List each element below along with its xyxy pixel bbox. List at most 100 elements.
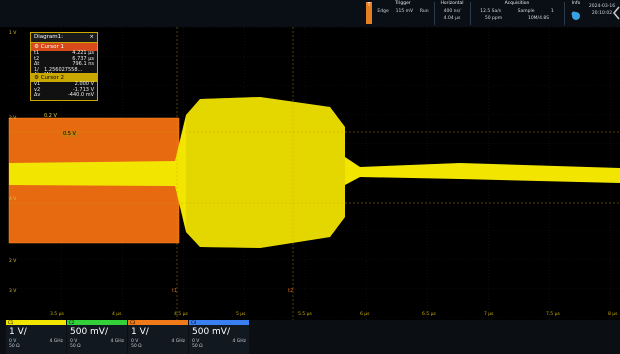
channel-offset: 0 V (70, 339, 78, 344)
channel-impedance: 50 Ω (70, 344, 81, 349)
channel-marker-c3: 4 V (9, 197, 17, 202)
waveform-display[interactable] (0, 27, 620, 320)
close-icon[interactable]: × (89, 34, 94, 40)
channel-impedance: 50 Ω (131, 344, 142, 349)
x-tick-label: 3.5 µs (50, 312, 64, 317)
x-tick-label: 8 µs (608, 312, 618, 317)
readout-value: 2.000 V (74, 81, 94, 87)
channel-offset: 0 V (9, 339, 17, 344)
divider (564, 2, 565, 25)
gear-icon: ⚙ (34, 44, 39, 50)
readout-label: t2 (34, 55, 40, 62)
cursor2-window[interactable]: ⚙ Cursor 2 v1 2.000 V v2 -1.713 V Δv -440.0 m… (30, 73, 98, 101)
readout-value: 6.737 µs (72, 55, 94, 62)
trigger-icon[interactable]: T (366, 2, 372, 24)
time-text: 20:10:02 (591, 11, 613, 16)
x-tick-label: 6.5 µs (422, 312, 436, 317)
info-panel[interactable]: Info (566, 0, 586, 27)
info-title: Info (571, 1, 581, 6)
channel-bandwidth: 4 GHz (171, 339, 185, 344)
horizontal-title: Horizontal (440, 1, 464, 6)
acquisition-mode: Sample (517, 9, 535, 14)
chevron-left-icon[interactable] (612, 6, 620, 20)
channel-bandwidth: 4 GHz (49, 339, 63, 344)
trigger-title: Trigger (395, 1, 411, 6)
readout-row: t1 4.221 µs (31, 50, 97, 57)
acquisition-state: 10M/4.8S (527, 16, 550, 21)
readout-label: Δv (34, 92, 41, 98)
datetime-panel: 2024-03-16 20:10:02 (588, 0, 616, 27)
sample-rate: 12.5 Sa/s (480, 9, 502, 14)
channel-scale: 500 mV/ (70, 327, 108, 337)
readout-value: 796.1 ns (72, 61, 94, 67)
record-length: 50 ppm (484, 16, 503, 21)
trigger-panel[interactable]: Trigger Edge 115 mV Run (374, 0, 432, 27)
channel-header: C2 (67, 320, 127, 325)
x-tick-label: 5 µs (236, 312, 246, 317)
channel-coupling: 50 Ω (189, 344, 249, 349)
readout-label: Δt (34, 61, 40, 67)
readout-row: v1 2.000 V (31, 81, 97, 88)
channel-meta: 0 V 4 GHz (6, 339, 66, 344)
channel-header: C3 (128, 320, 188, 325)
acquisition-panel[interactable]: Acquisition 12.5 Sa/s Sample 1 50 ppm 10… (472, 0, 562, 27)
trigger-type: Edge (377, 9, 389, 14)
channel-impedance: 50 Ω (9, 344, 20, 349)
horizontal-scale: 400 ns/ (443, 9, 461, 14)
readout-row: Δv -440.0 mV (31, 92, 97, 99)
cursor2-header[interactable]: ⚙ Cursor 2 (31, 74, 97, 82)
x-tick-label: 7.5 µs (546, 312, 560, 317)
x-tick-label: 5.5 µs (298, 312, 312, 317)
channel-marker-c5: 3 V (9, 289, 17, 294)
channel-tile-c2[interactable]: C2 500 mV/0 V 4 GHz 50 Ω (67, 320, 127, 354)
channel-meta: 0 V 4 GHz (67, 339, 127, 344)
channel-bandwidth: 4 GHz (232, 339, 246, 344)
channel-offset: 0 V (131, 339, 139, 344)
cursor2-title: Cursor 2 (40, 75, 65, 81)
cursor1-window[interactable]: ⚙ Cursor 1 t1 4.221 µs t2 6.737 µs Δt 796.1 n… (30, 42, 98, 78)
horizontal-panel[interactable]: Horizontal 400 ns/ 4.04 µs (436, 0, 468, 27)
channel-tile-c3[interactable]: C3 1 V/0 V 4 GHz 50 Ω (128, 320, 188, 354)
cursor-t2-label: t2 (288, 288, 294, 294)
x-tick-label: 4 µs (112, 312, 122, 317)
channel-marker-c1: 1 V (9, 31, 17, 36)
acquisition-title: Acquisition (504, 1, 530, 6)
horizontal-position: 4.04 µs (443, 16, 461, 21)
channel-coupling: 50 Ω (67, 344, 127, 349)
date-text: 2024-03-16 (588, 4, 616, 9)
cloud-icon (571, 11, 580, 20)
cursor-value-label: 0.5 V (62, 131, 77, 137)
readout-value: -1.713 V (72, 86, 94, 93)
channel-scale: 500 mV/ (192, 327, 230, 337)
channel-coupling: 50 Ω (6, 344, 66, 349)
divider (470, 2, 471, 25)
readout-value: 4.221 µs (72, 50, 94, 56)
readout-label: v1 (34, 81, 41, 87)
channel-meta: 0 V 4 GHz (128, 339, 188, 344)
cursor-t1-label: t1 (172, 288, 178, 294)
channel-tile-c4[interactable]: C4 500 mV/0 V 4 GHz 50 Ω (189, 320, 249, 354)
readout-value: -440.0 mV (68, 92, 94, 98)
x-tick-label: 4.5 µs (174, 312, 188, 317)
channel-offset: 0 V (192, 339, 200, 344)
acquisition-count: 1 (550, 9, 554, 14)
x-tick-label: 7 µs (484, 312, 494, 317)
top-status-bar: T Trigger Edge 115 mV Run Horizontal 400… (0, 0, 620, 27)
channel-header: C1 (6, 320, 66, 325)
cursor1-header[interactable]: ⚙ Cursor 1 (31, 43, 97, 51)
readout-label: v2 (34, 86, 41, 93)
channel-scale: 1 V/ (9, 327, 27, 337)
channel-marker-c2: 2 V (9, 116, 17, 121)
readout-row: t2 6.737 µs (31, 55, 97, 63)
channel-header: C4 (189, 320, 249, 325)
divider (434, 2, 435, 25)
readout-row: v2 -1.713 V (31, 86, 97, 94)
trigger-level: 115 mV (395, 9, 414, 14)
channel-tile-c1[interactable]: C1 1 V/0 V 4 GHz 50 Ω (6, 320, 66, 354)
readout-label: t1 (34, 50, 40, 56)
channel-meta: 0 V 4 GHz (189, 339, 249, 344)
channel-coupling: 50 Ω (128, 344, 188, 349)
channel-marker-c4: 2 V (9, 259, 17, 264)
x-tick-label: 6 µs (360, 312, 370, 317)
channel-scale: 1 V/ (131, 327, 149, 337)
